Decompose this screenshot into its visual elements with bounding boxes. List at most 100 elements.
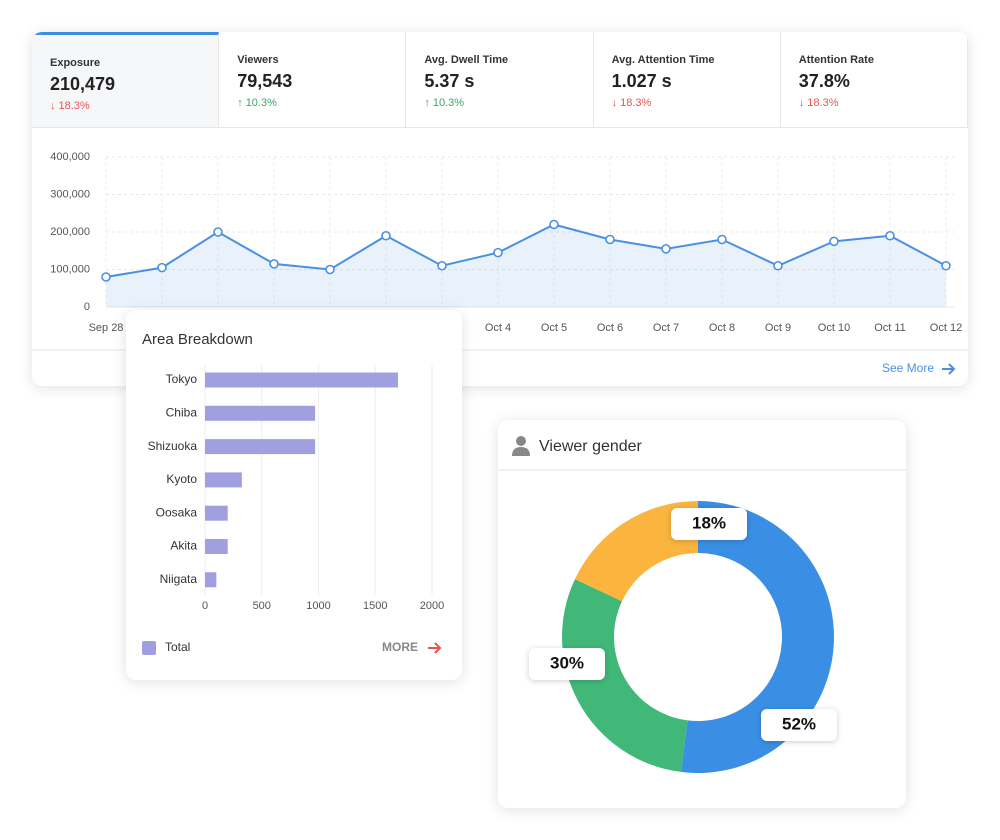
x-tick-label: 1000: [306, 600, 330, 612]
kpi-arrow: ↓: [798, 97, 805, 109]
point: [605, 234, 615, 245]
area-card: Area Breakdown 0 500 1000 1500 2000 Tokyo Chiba…: [126, 310, 462, 680]
donut-chart: Viewer gender 52% 30% 18%: [498, 436, 906, 773]
x-tick-label: Oct 8: [709, 322, 735, 334]
point: [549, 219, 559, 230]
y-tick-label: Niigata: [160, 572, 198, 586]
point: [493, 247, 503, 258]
donut-slice: [574, 501, 698, 602]
line: [105, 223, 947, 278]
y-tick-label: Shizuoka: [148, 439, 198, 453]
x-tick-label: 0: [202, 600, 208, 612]
x-tick-label: Oct 9: [765, 322, 791, 334]
y-tick-label: 0: [84, 301, 90, 313]
y-tick-label: Tokyo: [166, 372, 198, 386]
kpi-label: Avg. Dwell Time: [424, 54, 509, 66]
kpi-value: 210,479: [50, 74, 116, 94]
kpi-change: ↓ 18.3%: [799, 97, 839, 109]
kpi-arrow: ↑: [237, 97, 243, 109]
x-tick-label: Sep 28: [89, 322, 124, 334]
kpi-cell: Attention Rate 37.8% ↓ 18.3%: [780, 32, 968, 128]
legend-swatch: [142, 641, 156, 655]
kpi-change-value: 10.3%: [432, 97, 465, 109]
kpi-label: Exposure: [50, 57, 101, 69]
x-tick-label: Oct 4: [485, 322, 511, 334]
point: [773, 260, 783, 271]
user-icon-head: [516, 436, 526, 446]
point: [101, 272, 111, 282]
y-tick-label: Akita: [170, 539, 197, 553]
point: [717, 234, 727, 245]
more-arrow: [428, 642, 442, 654]
x-tick-label: Oct 12: [930, 322, 962, 334]
kpi-cell: Avg. Dwell Time 5.37 s ↑ 10.3%: [406, 32, 594, 128]
gender-card: Viewer gender 52% 30% 18%: [498, 420, 906, 808]
kpi-arrow: ↓: [50, 100, 56, 112]
kpi-change-value: 18.3%: [807, 97, 839, 109]
kpi-change: ↓ 18.3%: [50, 100, 90, 112]
y-tick-label: 200,000: [50, 226, 90, 238]
point: [829, 236, 839, 247]
data-label: 18%: [692, 513, 726, 532]
kpi-change: ↓ 18.3%: [612, 97, 652, 109]
y-tick-label: 100,000: [50, 263, 90, 275]
point: [941, 260, 951, 271]
kpi-arrow: ↓: [611, 97, 618, 109]
data-label: 52%: [782, 714, 816, 733]
y-tick-label: Chiba: [166, 405, 198, 419]
donut-slice: [562, 579, 688, 772]
x-tick-label: 1500: [363, 600, 387, 612]
chart-title: Area Breakdown: [142, 331, 253, 348]
see-more-arrow: [942, 363, 956, 375]
y-tick-label: Kyoto: [166, 472, 197, 486]
bar: [205, 439, 316, 455]
kpi-change-value: 18.3%: [58, 100, 90, 112]
x-tick-label: 2000: [420, 600, 444, 612]
bar: [205, 572, 217, 588]
kpi-value: 1.027 s: [611, 71, 672, 91]
line-chart: 0 100,000 200,000 300,000 400,000 Sep 28 Oct 4…: [32, 151, 968, 375]
x-tick-label: Oct 10: [818, 322, 850, 334]
label-box: [761, 709, 837, 741]
point: [269, 259, 279, 269]
x-tick-label: 500: [253, 600, 271, 612]
x-tick-label: Oct 5: [541, 322, 567, 334]
point: [381, 230, 391, 241]
kpi-cell: Viewers 79,543 ↑ 10.3%: [219, 32, 407, 128]
point: [885, 230, 895, 241]
see-more-link[interactable]: See More: [882, 361, 934, 375]
bar: [205, 405, 316, 421]
kpi-cell: Exposure 210,479 ↓ 18.3%: [32, 32, 220, 128]
donut-slice: [680, 501, 834, 773]
point: [213, 227, 223, 237]
kpi-change-value: 18.3%: [620, 97, 652, 109]
label-box: [671, 508, 747, 540]
data-label: 30%: [550, 653, 584, 672]
bar-chart: Area Breakdown 0 500 1000 1500 2000 Tokyo Chiba…: [142, 331, 444, 655]
kpi-change-value: 10.3%: [245, 97, 277, 109]
bar: [205, 539, 228, 554]
bar: [205, 372, 398, 388]
chart-title: Viewer gender: [539, 438, 643, 455]
y-tick-label: 300,000: [50, 188, 90, 200]
kpi-change: ↑ 10.3%: [237, 97, 277, 109]
user-icon-body: [512, 447, 530, 456]
line-area: [106, 224, 946, 307]
kpi-arrow: ↑: [424, 97, 430, 109]
kpi-value: 37.8%: [798, 71, 850, 91]
bar: [205, 505, 228, 521]
kpi-value: 79,543: [237, 71, 293, 91]
kpi-value: 5.37 s: [424, 71, 475, 91]
kpi-label: Attention Rate: [798, 54, 874, 66]
point: [157, 262, 167, 273]
y-tick-label: 400,000: [50, 151, 90, 163]
kpi-label: Avg. Attention Time: [611, 54, 715, 66]
point: [661, 244, 671, 254]
more-link[interactable]: MORE: [382, 640, 418, 654]
x-tick-label: Oct 11: [874, 322, 906, 334]
point: [437, 260, 447, 271]
x-tick-label: Oct 7: [653, 322, 679, 334]
kpi-cell: Avg. Attention Time 1.027 s ↓ 18.3%: [593, 32, 781, 128]
x-tick-label: Oct 6: [597, 322, 623, 334]
